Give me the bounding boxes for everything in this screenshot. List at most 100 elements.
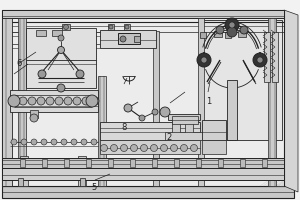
Bar: [172, 116, 198, 124]
Bar: [10, 90, 98, 112]
Bar: [153, 31, 159, 186]
Circle shape: [8, 95, 20, 107]
Circle shape: [120, 36, 126, 42]
Circle shape: [110, 144, 118, 152]
Bar: [2, 10, 284, 186]
Circle shape: [57, 84, 65, 92]
Circle shape: [64, 24, 68, 29]
Bar: [30, 110, 38, 118]
Bar: [130, 159, 135, 167]
Circle shape: [124, 104, 132, 112]
Circle shape: [201, 57, 207, 63]
Circle shape: [130, 144, 137, 152]
Bar: [196, 159, 201, 167]
Circle shape: [229, 22, 235, 28]
Bar: [134, 36, 140, 42]
Bar: [36, 30, 46, 36]
Circle shape: [121, 144, 128, 152]
Bar: [80, 178, 85, 186]
Text: 6: 6: [17, 60, 22, 68]
Bar: [272, 32, 278, 82]
Polygon shape: [284, 10, 298, 192]
Circle shape: [10, 97, 18, 105]
Bar: [108, 24, 114, 30]
Text: 2: 2: [167, 132, 172, 142]
Bar: [218, 159, 223, 167]
Circle shape: [38, 70, 46, 78]
Bar: [18, 178, 23, 186]
Bar: [62, 24, 70, 30]
Bar: [202, 120, 226, 140]
Circle shape: [64, 97, 72, 105]
Bar: [152, 159, 157, 167]
Bar: [200, 32, 206, 38]
Bar: [108, 159, 113, 167]
Circle shape: [51, 139, 57, 145]
Circle shape: [151, 144, 158, 152]
Circle shape: [21, 139, 27, 145]
Circle shape: [190, 144, 197, 152]
Circle shape: [181, 144, 188, 152]
Bar: [2, 186, 294, 198]
Bar: [172, 120, 180, 134]
Bar: [18, 18, 26, 186]
Bar: [168, 114, 200, 120]
Circle shape: [140, 144, 148, 152]
Bar: [227, 80, 237, 140]
Circle shape: [37, 97, 45, 105]
Circle shape: [82, 97, 90, 105]
Bar: [124, 24, 130, 30]
Bar: [174, 159, 179, 167]
Circle shape: [58, 35, 64, 41]
Bar: [98, 76, 106, 186]
Circle shape: [216, 26, 224, 34]
Circle shape: [91, 139, 97, 145]
Bar: [262, 159, 267, 167]
Circle shape: [73, 97, 81, 105]
Circle shape: [125, 25, 129, 29]
Bar: [20, 156, 28, 186]
Bar: [78, 156, 86, 186]
Circle shape: [170, 144, 178, 152]
Circle shape: [11, 139, 17, 145]
Circle shape: [31, 139, 37, 145]
Circle shape: [71, 139, 77, 145]
Bar: [2, 18, 12, 186]
Text: 5: 5: [92, 184, 97, 192]
Bar: [264, 32, 270, 82]
Circle shape: [46, 97, 54, 105]
Circle shape: [139, 115, 145, 121]
Circle shape: [227, 27, 237, 37]
Circle shape: [100, 144, 107, 152]
Bar: [200, 20, 282, 140]
Bar: [52, 30, 62, 36]
Circle shape: [61, 139, 67, 145]
Bar: [42, 159, 47, 167]
Circle shape: [81, 139, 87, 145]
Text: 8: 8: [122, 122, 127, 132]
Circle shape: [19, 97, 27, 105]
Circle shape: [91, 97, 99, 105]
Circle shape: [253, 53, 267, 67]
Bar: [86, 159, 91, 167]
Bar: [2, 10, 284, 18]
Bar: [100, 30, 156, 48]
Bar: [238, 31, 246, 37]
Bar: [185, 120, 193, 134]
Bar: [165, 132, 207, 140]
Circle shape: [76, 70, 84, 78]
Bar: [2, 168, 284, 180]
Bar: [240, 159, 245, 167]
Circle shape: [160, 107, 170, 117]
Bar: [214, 31, 222, 37]
Circle shape: [225, 18, 239, 32]
Text: 1: 1: [206, 97, 211, 106]
Circle shape: [152, 109, 158, 115]
Bar: [2, 158, 284, 168]
Bar: [118, 33, 140, 44]
Bar: [26, 28, 96, 88]
Circle shape: [30, 114, 38, 122]
Circle shape: [240, 26, 248, 34]
Circle shape: [257, 57, 263, 63]
Bar: [100, 140, 200, 154]
